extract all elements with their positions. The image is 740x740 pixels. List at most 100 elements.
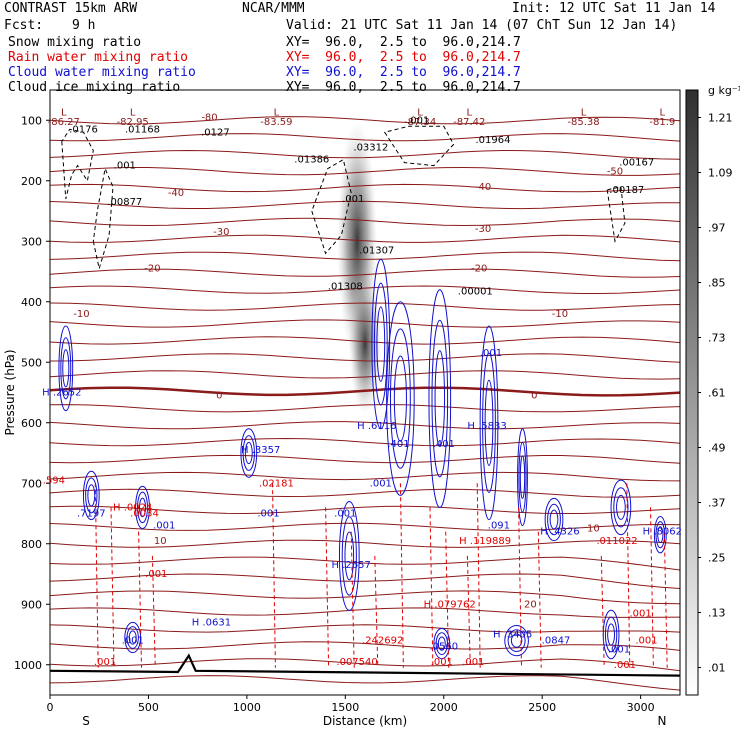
cloud-ice-contour <box>61 128 94 200</box>
cloud-ice-label: .001 <box>407 115 429 126</box>
temperature-label: 10 <box>154 536 167 547</box>
cloud-water-label: .0560 <box>429 642 458 653</box>
cloud-water-contour <box>433 627 451 660</box>
cloud-water-contour <box>389 328 411 469</box>
cloud-water-contour <box>435 632 448 655</box>
rain-contour <box>600 555 605 668</box>
forecast-label: Fcst: <box>4 18 44 33</box>
temperature-contour <box>50 302 680 311</box>
cloud-ice-label: .0127 <box>201 127 230 138</box>
cloud-ice-label: .001 <box>114 161 136 172</box>
cloud-water-label: H .3405 <box>493 630 532 641</box>
cloud-water-contour <box>338 500 360 611</box>
cloud-water-contour <box>549 509 559 530</box>
cloud-water-label: H .3357 <box>241 445 280 456</box>
rain-label: .011022 <box>596 536 637 547</box>
temperature-contour <box>50 166 680 176</box>
temperature-label: -80 <box>201 112 217 123</box>
temperature-contour <box>50 573 680 589</box>
y-axis-label: Pressure (hPa) <box>3 349 17 435</box>
temperature-label: -30 <box>475 224 491 235</box>
cloud-water-contour <box>484 379 494 466</box>
cloud-water-contour <box>510 633 523 648</box>
rain-label: .001 <box>462 657 484 668</box>
rain-label: .0034 <box>130 509 159 520</box>
cloud-ice-label: .0176 <box>69 124 98 135</box>
temperature-contour <box>50 488 680 498</box>
temperature-label: 20 <box>524 599 537 610</box>
temperature-contour <box>50 234 680 243</box>
temperature-label: -40 <box>168 188 184 199</box>
cloud-ice-label: .01386 <box>294 155 329 166</box>
snow-shading <box>349 274 381 415</box>
cloud-water-contour <box>544 497 564 542</box>
extremum-marker: L <box>660 107 666 118</box>
cloud-water-label: .0847 <box>542 636 571 647</box>
x-tick-label: 2000 <box>430 701 458 714</box>
legend-rain-xy: XY= 96.0, 2.5 to 96.0,214.7 <box>286 50 521 65</box>
temperature-label: -20 <box>144 264 160 275</box>
center-name: NCAR/MMM <box>242 1 305 16</box>
temperature-label: -30 <box>213 227 229 238</box>
cloud-ice-label: .00187 <box>609 185 644 196</box>
colorbar-label: .61 <box>708 387 726 400</box>
plot-frame <box>49 89 681 696</box>
temperature-label: -10 <box>552 309 568 320</box>
cloud-water-contour <box>85 477 98 514</box>
cloud-water-label: H .0631 <box>192 617 231 628</box>
extremum-marker: L <box>581 107 587 118</box>
extremum-value: -83.59 <box>260 117 292 128</box>
extremum-value: -85.38 <box>567 117 599 128</box>
cloud-water-contour <box>604 616 618 653</box>
cloud-water-contour <box>138 497 147 518</box>
y-tick-label: 100 <box>21 114 42 127</box>
cloud-water-label: .091 <box>488 521 510 532</box>
cloud-ice-contour <box>383 125 455 167</box>
cloud-ice-contour <box>92 167 114 269</box>
temperature-contour <box>50 149 680 160</box>
extremum-marker: L <box>467 107 473 118</box>
cloud-water-contour <box>386 301 415 496</box>
cloud-water-contour <box>87 484 96 507</box>
rain-contour <box>399 483 404 668</box>
valid-time: Valid: 21 UTC Sat 11 Jan 14 (07 ChT Sun … <box>286 18 678 33</box>
temperature-contour <box>50 319 680 328</box>
temperature-contour <box>50 437 680 447</box>
cloud-ice-label: .01308 <box>328 282 363 293</box>
colorbar-label: 1.21 <box>708 112 733 125</box>
temperature-contour <box>50 133 680 142</box>
temperature-contour <box>50 353 680 363</box>
legend-snow-label: Snow mixing ratio <box>8 35 142 50</box>
rain-contour <box>151 555 156 668</box>
cloud-water-contour <box>504 624 529 657</box>
x-tick-label: 1500 <box>331 701 359 714</box>
y-tick-label: 1000 <box>14 659 42 672</box>
temperature-contour <box>50 590 680 605</box>
cloud-water-contour <box>393 355 407 442</box>
extremum-value: -86.27 <box>48 117 80 128</box>
rain-contour <box>626 483 631 668</box>
temperature-label: 0 <box>216 391 222 402</box>
cloud-water-contour <box>507 629 526 652</box>
cloud-water-contour <box>137 491 148 524</box>
cloud-water-label: .001 <box>480 348 502 359</box>
extremum-marker: L <box>130 107 136 118</box>
temperature-contour <box>50 607 680 618</box>
cloud-water-label: H .2657 <box>332 560 371 571</box>
extremum-value: -87.34 <box>404 117 436 128</box>
cloud-water-contour <box>242 435 255 471</box>
temperature-contour <box>50 183 680 193</box>
temperature-label: -40 <box>475 182 491 193</box>
cloud-water-contour <box>60 337 72 400</box>
rain-contour <box>138 531 142 668</box>
temperature-contour <box>50 386 680 397</box>
temperature-contour <box>50 675 680 691</box>
rain-label: H .0024 <box>113 503 152 514</box>
rain-label: .001 <box>614 660 636 671</box>
rain-label: .594 <box>43 475 65 486</box>
cloud-water-contour <box>434 350 446 448</box>
extremum-value: -87.42 <box>453 117 485 128</box>
temperature-contour <box>50 217 680 227</box>
y-tick-label: 300 <box>21 235 42 248</box>
